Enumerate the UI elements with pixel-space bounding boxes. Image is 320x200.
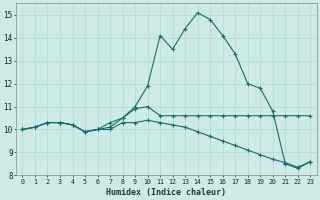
X-axis label: Humidex (Indice chaleur): Humidex (Indice chaleur) xyxy=(106,188,226,197)
